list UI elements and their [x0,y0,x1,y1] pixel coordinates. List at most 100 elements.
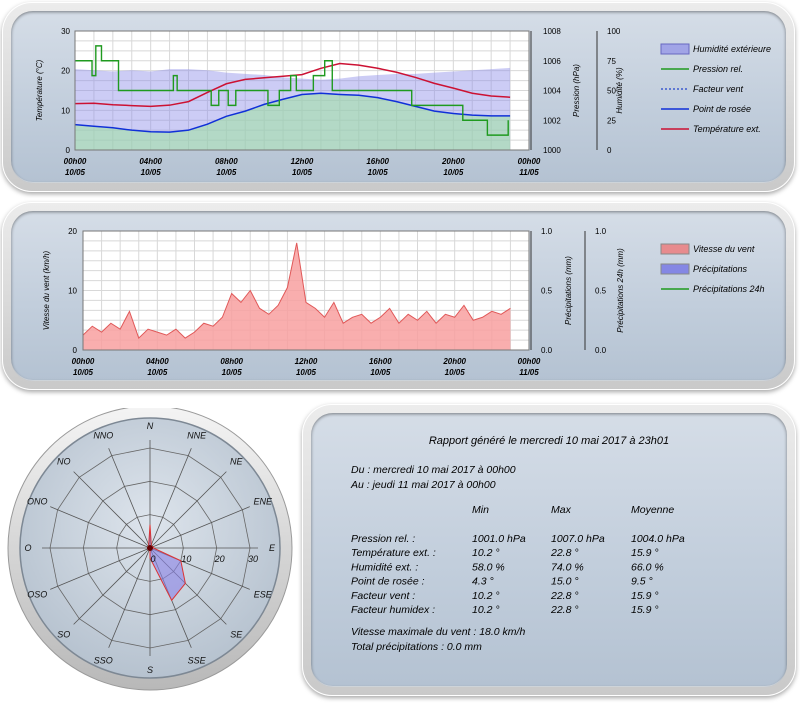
series-pressure-line [75,45,509,136]
y-left-tick: 10 [61,106,70,115]
report-row-label: Facteur vent : [351,590,415,602]
report-cell: 10.2 ° [472,604,500,616]
rose-radial-tick: 10 [181,554,191,564]
legend-swatch [660,243,690,255]
y-right-tick: 1000 [543,146,561,155]
rose-direction-label: ESE [254,590,273,600]
x-tick-date: 10/05 [368,168,389,177]
x-tick-label: 20h00 [442,357,466,366]
report-cell: 22.8 ° [550,604,579,616]
report-column-header: Moyenne [631,504,674,516]
x-tick-date: 10/05 [443,168,464,177]
series-wind-line [82,242,511,340]
report-cell: 1007.0 hPa [551,533,605,545]
rose-direction-label: N [147,421,154,431]
series-wind-area [83,242,511,350]
report-cell: 15.9 ° [631,604,659,616]
x-tick-date: 11/05 [519,368,539,377]
y-right2-tick: 50 [607,87,616,96]
x-tick-date: 11/05 [519,168,539,177]
report-panel: Rapport généré le mercredi 10 mai 2017 à… [302,404,796,696]
rose-spoke [73,547,151,625]
series-dewpoint-area [75,93,511,150]
report-cell: 1001.0 hPa [472,533,526,545]
report-cell: 10.2 ° [472,547,500,559]
x-tick-label: 00h00 [518,157,541,166]
x-tick-date: 10/05 [296,368,317,377]
y-right-tick: 1008 [543,27,561,36]
rose-center [147,545,153,551]
x-tick-date: 10/05 [292,168,313,177]
report-inner: Rapport généré le mercredi 10 mai 2017 à… [311,413,787,687]
legend-swatch [660,263,690,275]
wind-chart-panel: 0 10 20 Vitesse du vent (km/h) 0.0 0.5 1.0 Préc… [2,202,795,390]
rose-direction-label: SSE [188,656,207,666]
y-left-tick: 20 [68,227,77,236]
y-right2-tick: 75 [607,57,616,66]
report-to: Au : jeudi 11 mai 2017 à 00h00 [350,479,496,491]
x-tick-label: 16h00 [366,157,389,166]
x-tick-label: 08h00 [215,157,238,166]
y-right2-label: Humidité (%) [615,67,624,114]
wind-rose-gauge: N NNE NE ENE E ESE SE SSE S SSO SO OSO O ONO NO NNO 0 10 2… [2,405,298,698]
plot-border [74,30,530,151]
rose-direction-label: ENE [253,496,273,506]
rose-spoke [149,471,227,549]
y-left-label: Vitesse du vent (km/h) [42,250,51,330]
report-title: Rapport généré le mercredi 10 mai 2017 à… [429,435,669,447]
x-tick-label: 12h00 [291,157,314,166]
legend-label: Point de rosée [693,104,751,114]
x-tick-label: 08h00 [220,357,243,366]
legend-label: Précipitations [693,264,748,274]
x-tick-label: 04h00 [139,157,162,166]
x-tick-label: 00h00 [64,157,87,166]
rose-spoke [108,547,151,648]
rose-radial-tick: 30 [248,554,258,564]
legend-label: Température ext. [693,124,761,134]
legend-swatch-humidity [660,43,690,55]
x-tick-date: 10/05 [445,368,466,377]
report-column-header: Min [472,504,489,516]
report-row-label: Température ext. : [351,547,436,559]
rose-direction-label: E [269,543,276,553]
report-row-label: Pression rel. : [351,533,415,545]
x-tick-date: 10/05 [73,368,94,377]
weather-chart-inner: 0 10 20 30 Température (°C) 1000 1002 1004 1006 1… [11,11,786,183]
report-max-wind: Vitesse maximale du vent : 18.0 km/h [351,626,525,638]
report-cell: 4.3 ° [472,576,494,588]
rose-direction-label: ONO [27,496,48,506]
report-cell: 74.0 % [551,561,584,573]
report-cell: 15.9 ° [631,547,659,559]
y-right2-tick: 0.5 [595,287,607,296]
legend-label: Vitesse du vent [693,244,755,254]
report-cell: 10.2 ° [472,590,500,602]
x-tick-label: 00h00 [72,357,95,366]
report-column-header: Max [551,504,572,516]
y-right2-tick: 0.0 [595,346,607,355]
y-right-tick: 1004 [543,87,561,96]
report-cell: 9.5 ° [631,576,653,588]
x-tick-label: 20h00 [441,157,465,166]
y-left-tick: 30 [61,27,70,36]
series-dewpoint-line [74,92,511,133]
report-cell: 15.9 ° [631,590,659,602]
x-tick-date: 10/05 [370,368,391,377]
rose-spoke [149,448,192,549]
x-tick-date: 10/05 [141,168,162,177]
report-cell: 22.8 ° [550,590,579,602]
legend-label: Précipitations 24h [693,284,765,294]
y-right2-label: Précipitations 24h (mm) [616,248,625,333]
rose-direction-label: O [24,543,31,553]
report-cell: 58.0 % [472,561,505,573]
y-left-label: Température (°C) [35,59,44,121]
report-cell: 22.8 ° [550,547,579,559]
y-right-tick: 1.0 [541,227,553,236]
y-right2-tick: 25 [607,116,616,125]
rose-spoke [73,471,151,549]
rose-direction-label: NNE [187,430,207,440]
wind-chart-inner: 0 10 20 Vitesse du vent (km/h) 0.0 0.5 1.0 Préc… [11,211,786,381]
y-right-tick: 1006 [543,57,561,66]
y-right-tick: 1002 [543,116,561,125]
y-right-label: Précipitations (mm) [564,256,573,325]
